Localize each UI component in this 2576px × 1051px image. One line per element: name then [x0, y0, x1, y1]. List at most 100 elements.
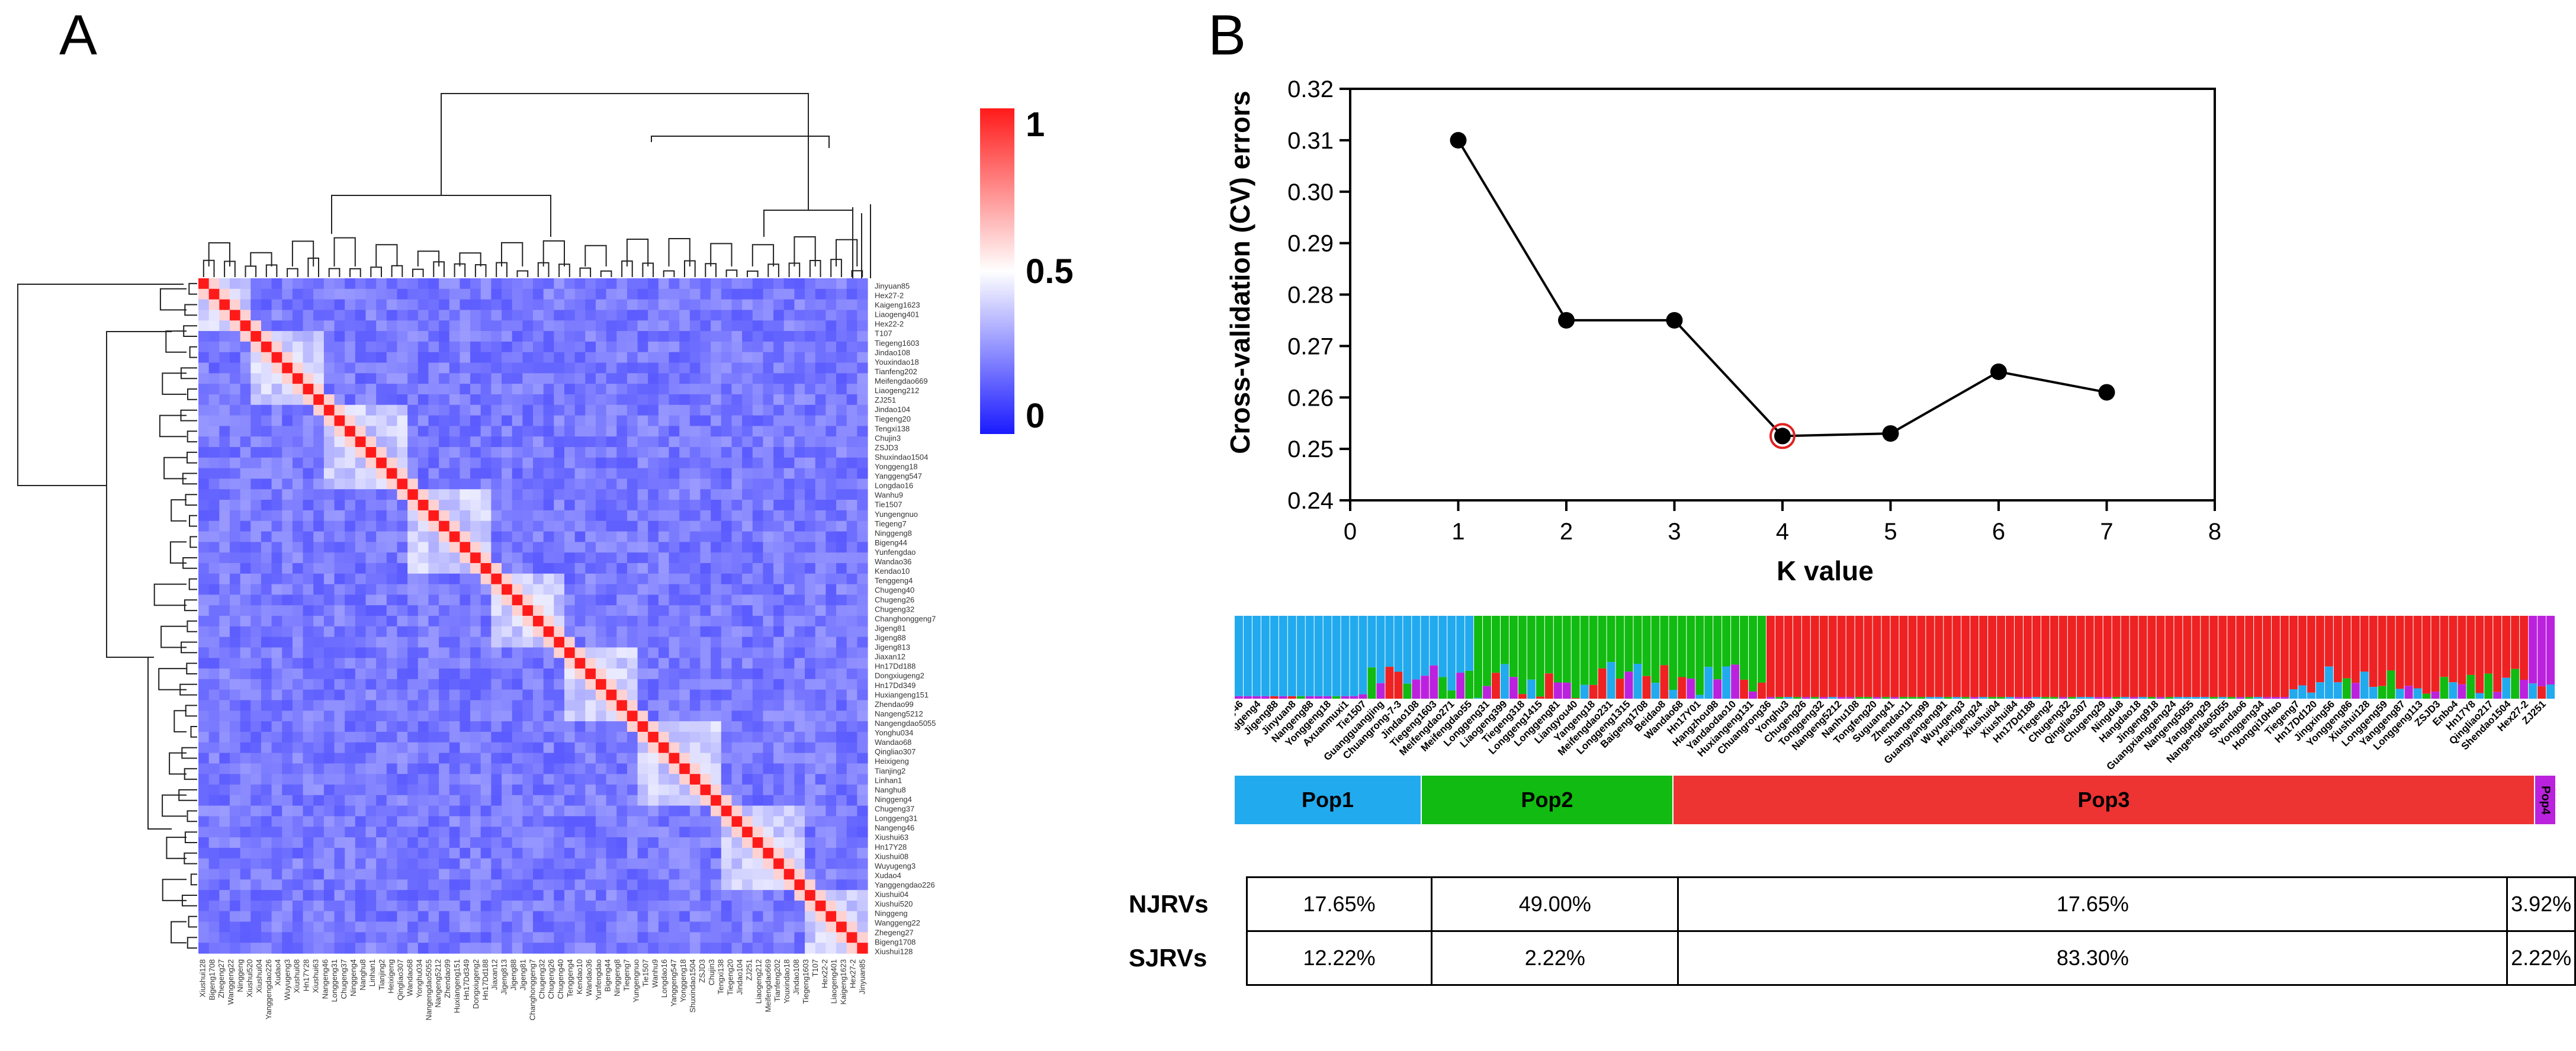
heatmap-cell [345, 689, 356, 701]
heatmap-cell [826, 384, 837, 395]
admixture-bar-segment [2493, 692, 2502, 699]
heatmap-cell [554, 626, 565, 638]
heatmap-cell [417, 647, 429, 658]
heatmap-cell [208, 362, 220, 374]
dendrogram-link [171, 921, 187, 944]
heatmap-cell [805, 785, 816, 796]
heatmap-cell [689, 320, 701, 332]
heatmap-cell [491, 879, 502, 891]
heatmap-cell [198, 373, 210, 384]
heatmap-cell [219, 911, 230, 923]
heatmap-cell [669, 478, 680, 490]
heatmap-cell [689, 520, 701, 532]
heatmap-cell [554, 436, 565, 448]
heatmap-column-label: Hn17Dd188 [481, 959, 490, 1000]
heatmap-cell [836, 837, 847, 848]
heatmap-cell [365, 520, 377, 532]
heatmap-cell [470, 921, 481, 933]
heatmap-cell [554, 837, 565, 848]
admixture-bar-segment [1740, 679, 1749, 699]
heatmap-cell [752, 753, 764, 764]
heatmap-cell [480, 563, 492, 574]
heatmap-cell [282, 594, 293, 606]
heatmap-cell [334, 700, 345, 711]
heatmap-cell [648, 426, 659, 437]
heatmap-cell [783, 721, 795, 732]
heatmap-cell [522, 847, 534, 859]
heatmap-cell [658, 478, 670, 490]
heatmap-cell [365, 890, 377, 901]
heatmap-cell [491, 890, 502, 901]
heatmap-cell [491, 415, 502, 426]
heatmap-cell [345, 373, 356, 384]
heatmap-cell [752, 943, 764, 954]
heatmap-cell [292, 594, 304, 606]
heatmap-row-label: Jiaxan12 [875, 653, 905, 661]
heatmap-cell [491, 531, 502, 542]
heatmap-cell [491, 331, 502, 342]
heatmap-cell [564, 584, 576, 595]
heatmap-cell [731, 594, 743, 606]
dendrogram-link [159, 288, 187, 311]
heatmap-cell [522, 457, 534, 469]
heatmap-cell [355, 774, 367, 785]
heatmap-cell [689, 911, 701, 923]
heatmap-cell [763, 626, 774, 638]
heatmap-cell [846, 436, 857, 448]
heatmap-cell [449, 827, 461, 838]
heatmap-cell [512, 837, 523, 848]
heatmap-cell [763, 563, 774, 574]
heatmap-cell [323, 837, 335, 848]
heatmap-cell [407, 278, 419, 290]
heatmap-cell [711, 731, 722, 743]
heatmap-cell [417, 310, 429, 321]
heatmap-cell [731, 394, 743, 406]
heatmap-cell [805, 742, 816, 754]
heatmap-cell [763, 605, 774, 616]
heatmap-cell [208, 647, 220, 658]
heatmap-cell [512, 415, 523, 426]
admixture-bar-segment [1758, 682, 1766, 699]
heatmap-cell [219, 616, 230, 627]
heatmap-cell [449, 753, 461, 764]
heatmap-cell [460, 415, 471, 426]
admixture-bar-segment [1270, 696, 1279, 699]
heatmap-cell [417, 552, 429, 564]
heatmap-cell [323, 320, 335, 332]
heatmap-cell [783, 520, 795, 532]
admixture-bar-segment [2058, 616, 2067, 698]
heatmap-cell [554, 341, 565, 353]
heatmap-cell [731, 500, 743, 511]
heatmap-cell [229, 711, 241, 722]
heatmap-cell [334, 637, 345, 648]
admixture-bar-segment [2094, 697, 2103, 699]
heatmap-cell [857, 320, 868, 332]
heatmap-cell [752, 299, 764, 311]
heatmap-cell [292, 447, 304, 458]
heatmap-cell [574, 278, 586, 290]
heatmap-cell [334, 785, 345, 796]
admixture-bar-segment [1810, 697, 1819, 699]
heatmap-cell [543, 478, 554, 490]
heatmap-cell [533, 847, 544, 859]
heatmap-cell [522, 616, 534, 627]
heatmap-cell [637, 900, 648, 912]
heatmap-cell [564, 827, 576, 838]
heatmap-cell [794, 489, 805, 500]
admixture-bar-segment [2112, 697, 2121, 699]
dendrogram-link [189, 536, 197, 548]
heatmap-column-label: Yanggeng547 [669, 959, 678, 1007]
dendrogram-link [417, 250, 440, 266]
admixture-bar-segment [1651, 616, 1660, 683]
heatmap-cell [261, 373, 272, 384]
admixture-bar-segment [1332, 616, 1341, 696]
heatmap-cell [386, 658, 398, 669]
admixture-bar-segment [1828, 616, 1837, 698]
dendrogram-link [391, 265, 403, 277]
heatmap-cell [376, 911, 387, 923]
heatmap-cell [763, 837, 774, 848]
heatmap-cell [826, 679, 837, 690]
heatmap-cell [271, 563, 282, 574]
heatmap-cell [417, 721, 429, 732]
heatmap-cell [303, 478, 314, 490]
